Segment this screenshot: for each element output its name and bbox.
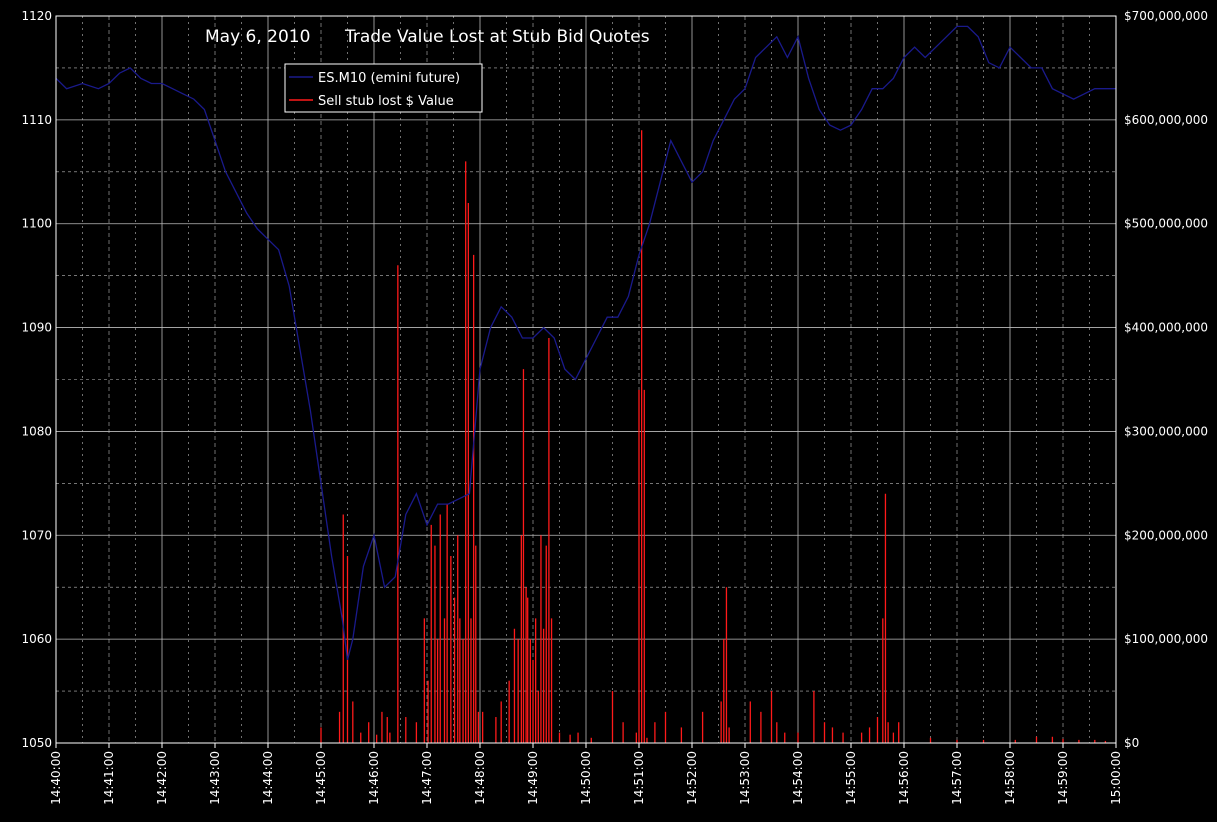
x-tick-label: 14:46:00 [367,751,381,805]
right-tick-label: $700,000,000 [1124,9,1208,23]
x-tick-label: 14:57:00 [950,751,964,805]
x-tick-label: 14:45:00 [314,751,328,805]
x-tick-label: 14:49:00 [526,751,540,805]
right-tick-label: $0 [1124,736,1139,750]
x-tick-label: 14:43:00 [208,751,222,805]
x-tick-label: 14:56:00 [897,751,911,805]
x-tick-label: 14:58:00 [1003,751,1017,805]
left-tick-label: 1120 [21,9,52,23]
right-axis-labels: $0 $100,000,000 $200,000,000 $300,000,000 $4… [1124,9,1208,750]
legend-box [284,63,483,113]
left-tick-label: 1090 [21,321,52,335]
x-tick-label: 15:00:00 [1109,751,1123,805]
legend-label-stub: Sell stub lost $ Value [318,94,454,109]
x-tick-label: 14:54:00 [791,751,805,805]
x-tick-label: 14:51:00 [632,751,646,805]
x-tick-label: 14:55:00 [844,751,858,805]
stub-value-series [320,130,1107,743]
right-tick-label: $200,000,000 [1124,528,1208,542]
left-tick-label: 1050 [21,736,52,750]
x-tick-label: 14:48:00 [473,751,487,805]
left-tick-label: 1080 [21,424,52,438]
chart-title: Trade Value Lost at Stub Bid Quotes [344,27,650,47]
x-tick-label: 14:53:00 [738,751,752,805]
right-tick-label: $100,000,000 [1124,632,1208,646]
x-tick-label: 14:47:00 [420,751,434,805]
right-tick-label: $600,000,000 [1124,113,1208,127]
x-tick-label: 14:42:00 [155,751,169,805]
left-axis-labels: 1050 1060 1070 1080 1090 1100 1110 1120 [21,9,52,750]
right-tick-label: $400,000,000 [1124,321,1208,335]
left-tick-label: 1060 [21,632,52,646]
x-axis-labels: 14:40:00 14:41:00 14:42:00 14:43:00 14:44:00… [49,751,1123,805]
left-tick-label: 1100 [21,217,52,231]
chart-title-date: May 6, 2010 [205,27,310,47]
legend-label-price: ES.M10 (emini future) [318,71,460,86]
left-tick-label: 1110 [21,113,52,127]
x-tick-label: 14:40:00 [49,751,63,805]
right-tick-label: $300,000,000 [1124,424,1208,438]
left-tick-label: 1070 [21,528,52,542]
x-tick-label: 14:52:00 [685,751,699,805]
x-tick-label: 14:41:00 [102,751,116,805]
right-tick-label: $500,000,000 [1124,217,1208,231]
x-tick-label: 14:44:00 [261,751,275,805]
legend: ES.M10 (emini future) Sell stub lost $ V… [284,63,483,113]
price-line-series [55,25,1116,661]
x-tick-label: 14:50:00 [579,751,593,805]
x-tick-label: 14:59:00 [1056,751,1070,805]
axis-ticks [55,743,1117,748]
